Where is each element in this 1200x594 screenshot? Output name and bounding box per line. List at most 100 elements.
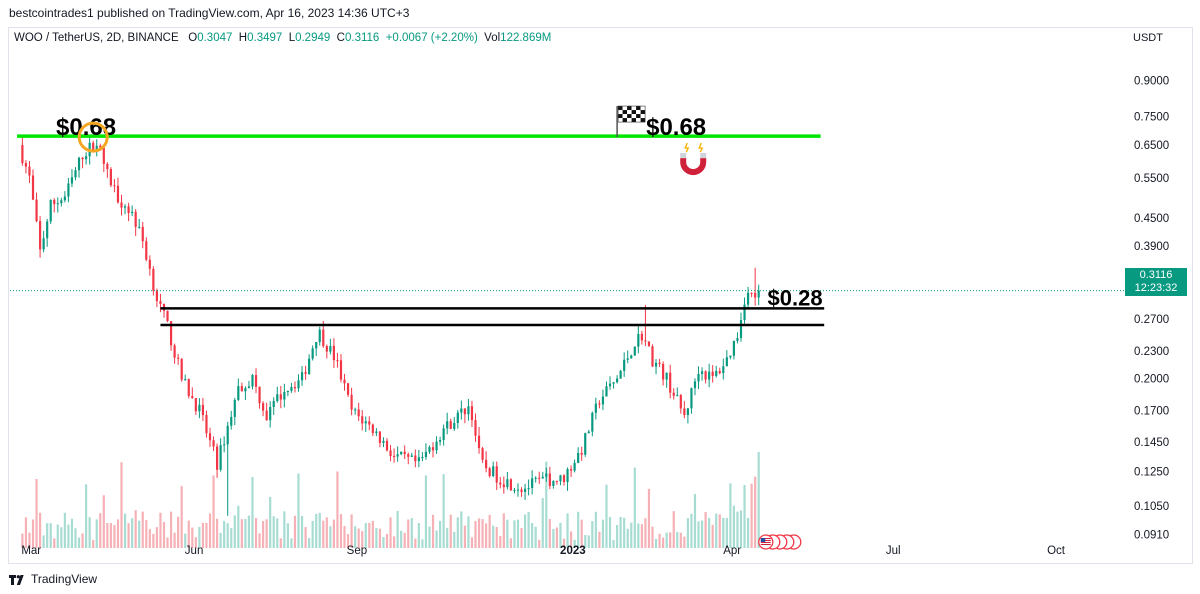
close-value: 0.3116 [344, 32, 380, 44]
volume-bar [318, 512, 321, 548]
chart-pane[interactable] [8, 27, 1193, 564]
price-axis[interactable]: 0.90000.75000.65000.55000.45000.39000.33… [1134, 76, 1169, 542]
volume-bar [162, 521, 166, 548]
volume-bar [446, 527, 449, 548]
price-tick-label: 0.4500 [1134, 213, 1169, 225]
volume-bar [74, 528, 77, 548]
volume-bar [138, 520, 141, 548]
volume-bar [439, 520, 442, 548]
volume-bar [272, 516, 275, 548]
volume-bar [254, 517, 258, 548]
candle-body [580, 453, 583, 455]
candle-body [102, 147, 105, 164]
volume-bar [672, 511, 675, 548]
current-price-value: 0.3116 [1139, 269, 1173, 281]
price-tick-label: 0.6500 [1134, 140, 1169, 152]
candle-body [152, 268, 155, 291]
candle-body [272, 400, 275, 408]
drawing-lines[interactable] [10, 134, 1125, 327]
candle-body [513, 489, 516, 491]
volume-bar [431, 514, 435, 548]
volume-bar [31, 519, 35, 548]
flag-square [622, 106, 628, 111]
flag-stripe [760, 538, 771, 539]
volume-bar [371, 520, 374, 548]
candle-body [612, 382, 615, 384]
candle-body [67, 183, 70, 197]
volume-bar [467, 516, 470, 548]
candle-body [601, 396, 605, 405]
candle-body [577, 453, 580, 463]
volume-bar [42, 535, 45, 548]
flag-square [636, 106, 641, 111]
candle-body [700, 371, 704, 374]
candle-body [623, 359, 626, 371]
volume-bar [219, 532, 222, 548]
candle-body [262, 403, 265, 411]
price-tick-label: 0.2300 [1134, 346, 1169, 358]
volume-bar [584, 535, 587, 548]
candle-body [520, 489, 523, 492]
flag-square [640, 114, 646, 119]
candle-body [435, 441, 438, 451]
candle-body [640, 333, 643, 341]
volume-bar [608, 516, 612, 548]
volume-bar [354, 526, 357, 548]
candle-body [467, 406, 470, 415]
volume-bar [283, 511, 286, 548]
volume-bar [644, 518, 647, 548]
volume-bar [67, 524, 70, 548]
time-axis[interactable]: Mar Jun Sep 2023 Apr Jul Oct [21, 545, 1065, 557]
tradingview-logo-icon [9, 574, 24, 585]
volume-bar [591, 521, 594, 548]
volume-bar [499, 536, 502, 548]
volume-bar [513, 520, 516, 548]
candle-body [99, 145, 102, 148]
low-label: L [288, 32, 296, 44]
footer-brand[interactable]: TradingView [9, 572, 97, 586]
candle-body [254, 375, 258, 387]
candle-body [463, 408, 466, 415]
volume-bar [722, 517, 725, 548]
volume-bar [453, 531, 456, 548]
candle-body [81, 157, 84, 160]
candle-body [315, 342, 318, 349]
candle-body [215, 446, 219, 470]
candle-body [686, 408, 689, 416]
candle-body [166, 310, 169, 322]
candle-body [750, 292, 753, 294]
candle-body [123, 206, 127, 208]
volume-bar [286, 523, 289, 548]
volume-bar [300, 515, 304, 548]
candle-body [729, 355, 732, 358]
volume-bar [587, 535, 590, 548]
candle-body [116, 185, 120, 203]
candle-body [205, 415, 208, 434]
candle-body [633, 346, 636, 356]
volume-bar [173, 532, 176, 548]
volume-bar [456, 517, 459, 548]
volume-bar [417, 522, 420, 548]
volume-bar [552, 528, 555, 548]
candle-body [24, 163, 28, 167]
volume-bar [492, 525, 495, 548]
price-tick-label: 0.1450 [1134, 437, 1169, 449]
volume-bar [559, 522, 562, 548]
symbol-name[interactable]: WOO / TetherUS, 2D, BINANCE [14, 32, 179, 44]
volume-bar [488, 514, 491, 548]
candle-body [683, 408, 686, 416]
candle-body [286, 390, 289, 392]
price-tick-label: 0.2700 [1134, 314, 1169, 326]
candle-body [548, 473, 551, 486]
flag-square [622, 110, 628, 115]
candle-body [492, 466, 495, 477]
volume-bar [262, 521, 265, 548]
candle-body [722, 366, 725, 374]
candle-body [155, 290, 159, 302]
candle-body [562, 475, 566, 483]
volume-bar [619, 516, 622, 548]
volume-bar [28, 532, 31, 548]
volume-bar [343, 525, 346, 548]
magnet-icon [680, 142, 707, 176]
